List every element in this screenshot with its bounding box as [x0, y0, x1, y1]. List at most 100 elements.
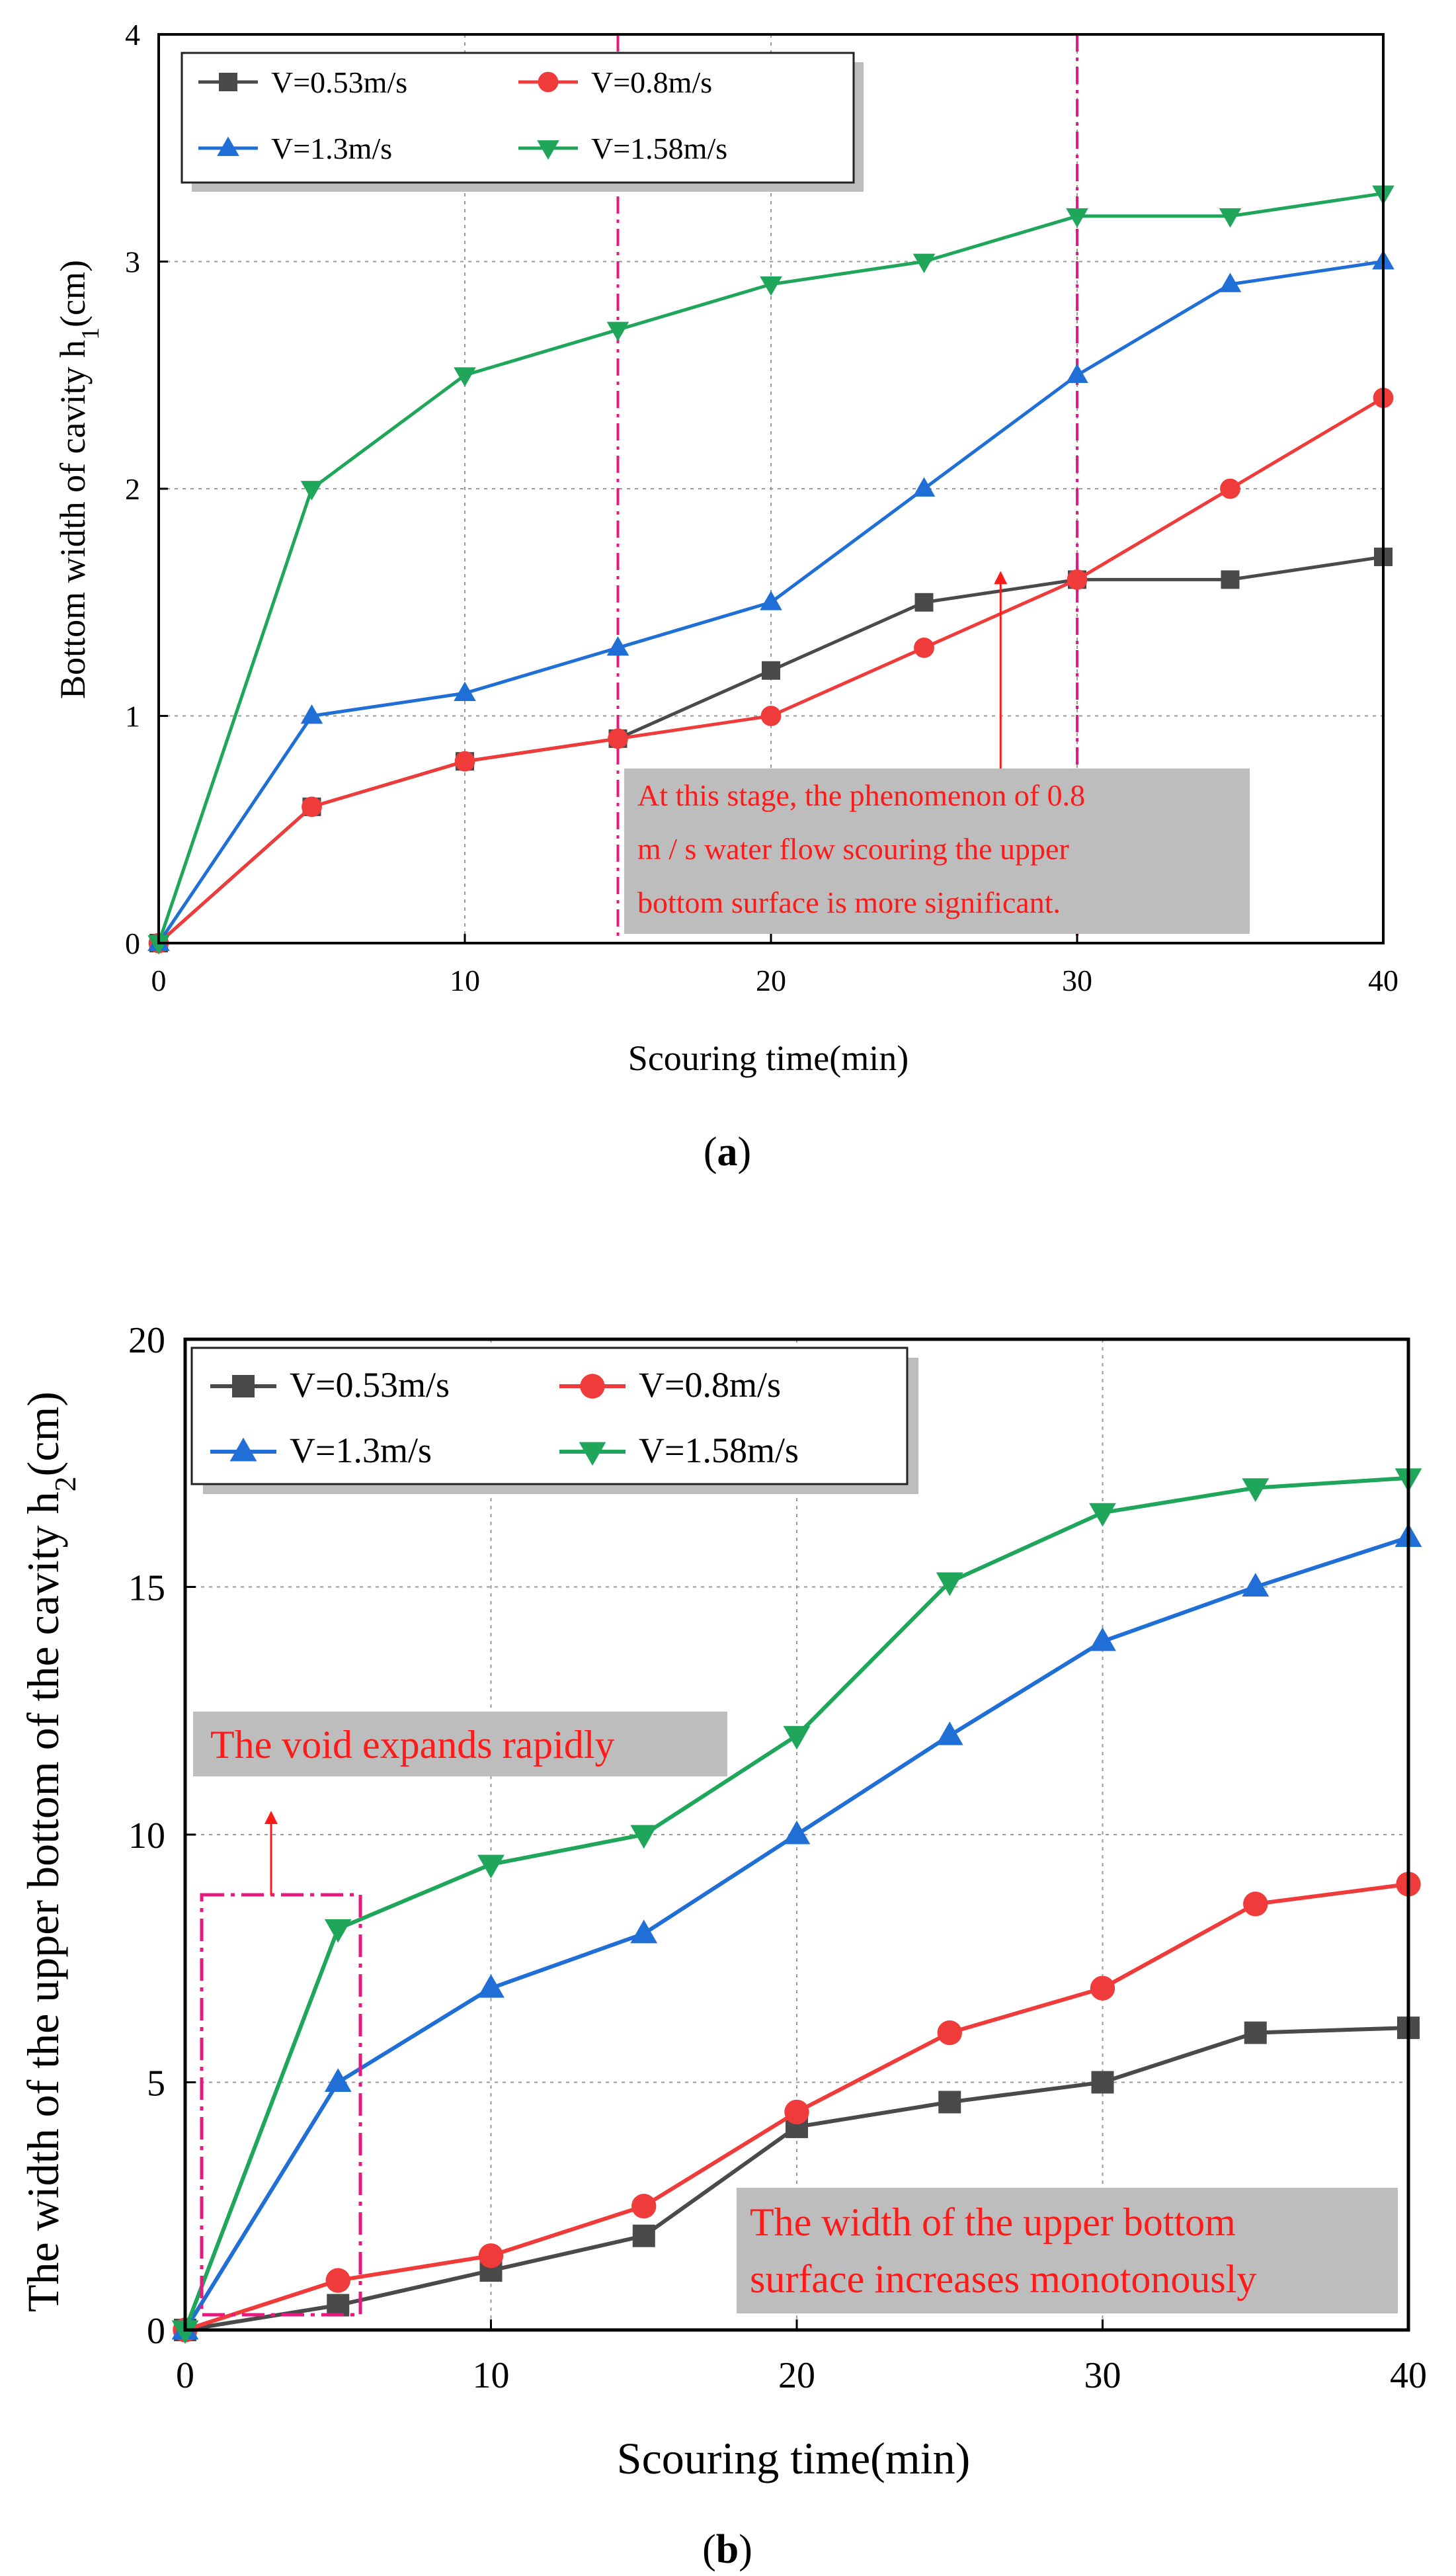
series-V=1.58m/s [147, 185, 1395, 955]
data-point [784, 2099, 809, 2125]
y-label-subscript: 2 [48, 1476, 82, 1491]
data-point [937, 2020, 962, 2046]
void-annotation-text: The void expands rapidly [210, 1723, 615, 1766]
legend-item: V=1.3m/s [210, 1431, 432, 1470]
data-point [147, 935, 170, 955]
x-tick-label: 10 [450, 964, 480, 997]
data-point [1091, 2071, 1114, 2094]
data-point [454, 367, 476, 387]
panel-a-legend: V=0.53m/s V=0.8m/s V=1.3m/s V=1.58m/s [181, 52, 864, 192]
panel-b-legend: V=0.53m/s V=0.8m/s V=1.3m/s V=1.58m/s [190, 1347, 918, 1494]
legend-box [181, 52, 855, 184]
data-point [324, 1919, 352, 1943]
data-point [477, 1974, 505, 1998]
annotation-line-2: m / s water flow scouring the upper [637, 832, 1069, 866]
panel-b-ticks: 0 10 20 30 40 0 5 10 15 20 [128, 1320, 1427, 2396]
data-point [1090, 1975, 1115, 2001]
data-point [783, 1820, 811, 1845]
data-point [760, 591, 782, 610]
y-label-main: Bottom width of cavity h [53, 340, 93, 699]
data-point [760, 276, 782, 296]
legend-label: V=0.8m/s [639, 1365, 781, 1405]
data-point [936, 1721, 963, 1745]
width-annotation-box [737, 2188, 1398, 2313]
annotation-line-3: bottom surface is more significant. [637, 886, 1061, 919]
data-point [1220, 478, 1240, 499]
series-V=1.58m/s [171, 1468, 1422, 2345]
legend-swatch-marker [580, 1374, 605, 1399]
data-point [324, 2068, 352, 2092]
panel-a-y-axis-label: Bottom width of cavity h1(cm) [53, 260, 104, 699]
data-point [327, 2294, 350, 2317]
void-annotation-box [193, 1712, 727, 1776]
x-tick-label: 40 [1390, 2355, 1427, 2396]
data-point [1066, 363, 1088, 384]
legend-label: V=1.3m/s [271, 132, 392, 165]
y-label-main: The width of the upper bottom of the cav… [18, 1491, 68, 2312]
data-point [608, 728, 628, 749]
panel-a-ticks: 0 10 20 30 40 0 1 2 3 4 [125, 18, 1398, 997]
data-point [606, 636, 629, 656]
x-tick-label: 30 [1062, 964, 1092, 997]
y-label-unit: (cm) [18, 1392, 68, 1476]
y-tick-label: 4 [125, 18, 140, 52]
data-point [632, 2224, 655, 2247]
data-point [631, 2194, 657, 2219]
legend-swatch-marker [229, 1437, 257, 1462]
void-arrow-head [264, 1811, 278, 1824]
y-tick-label: 5 [147, 2063, 165, 2104]
panel-b-y-axis-label: The width of the upper bottom of the cav… [18, 1392, 82, 2312]
data-point [630, 1825, 658, 1849]
y-tick-label: 10 [128, 1815, 165, 1856]
data-point [1219, 208, 1242, 228]
data-point [1242, 1478, 1270, 1502]
annotation-arrow-head [994, 571, 1008, 585]
series-V=0.8m/s [148, 388, 1394, 954]
data-point [477, 1854, 505, 1879]
data-point [630, 1919, 658, 1944]
annotation-box [624, 769, 1250, 934]
data-point [783, 1725, 811, 1750]
legend-label: V=1.3m/s [290, 1431, 432, 1470]
y-tick-label: 3 [125, 245, 140, 279]
data-point [454, 681, 476, 702]
data-point [914, 593, 934, 612]
panel-a-x-axis-label: Scouring time(min) [628, 1038, 909, 1078]
y-tick-label: 2 [125, 472, 140, 506]
legend-swatch-marker [217, 136, 239, 156]
legend-label: V=0.53m/s [290, 1365, 450, 1405]
data-point [1219, 272, 1242, 292]
legend-box [190, 1347, 909, 1485]
y-label-subscript: 1 [77, 327, 104, 340]
data-point [938, 2091, 961, 2114]
x-tick-label: 20 [756, 964, 786, 997]
width-annotation-line-2: surface increases monotonously [750, 2257, 1256, 2301]
data-point [1242, 1573, 1270, 1597]
legend-item: V=0.8m/s [559, 1365, 781, 1405]
data-point [936, 1572, 963, 1597]
data-point [300, 704, 323, 724]
data-point [454, 751, 475, 772]
legend-swatch-marker [219, 73, 237, 91]
x-tick-label: 10 [473, 2355, 510, 2396]
data-point [1243, 1891, 1268, 1917]
legend-swatch-marker [538, 71, 559, 93]
panel-a-chart: 0 10 20 30 40 0 1 2 3 4 V=0.53m/s V=0.8m/s V=1.3m/s… [53, 18, 1398, 1175]
panel-a-annotation: At this stage, the phenomenon of 0.8 m /… [624, 571, 1250, 934]
data-point [912, 477, 936, 497]
width-annotation-line-1: The width of the upper bottom [750, 2200, 1236, 2244]
data-point [1067, 569, 1088, 590]
data-point [300, 481, 323, 501]
legend-swatch-marker [579, 1442, 606, 1466]
data-point [1221, 570, 1240, 589]
data-point [606, 321, 629, 342]
y-tick-label: 0 [147, 2311, 165, 2352]
legend-label: V=0.53m/s [271, 65, 407, 99]
legend-label: V=1.58m/s [591, 132, 727, 165]
data-point [478, 2243, 504, 2268]
legend-item: V=0.8m/s [518, 65, 712, 99]
panel-b-caption: (b) [702, 2527, 752, 2572]
data-point [1089, 1503, 1116, 1527]
data-point [1244, 2021, 1267, 2044]
